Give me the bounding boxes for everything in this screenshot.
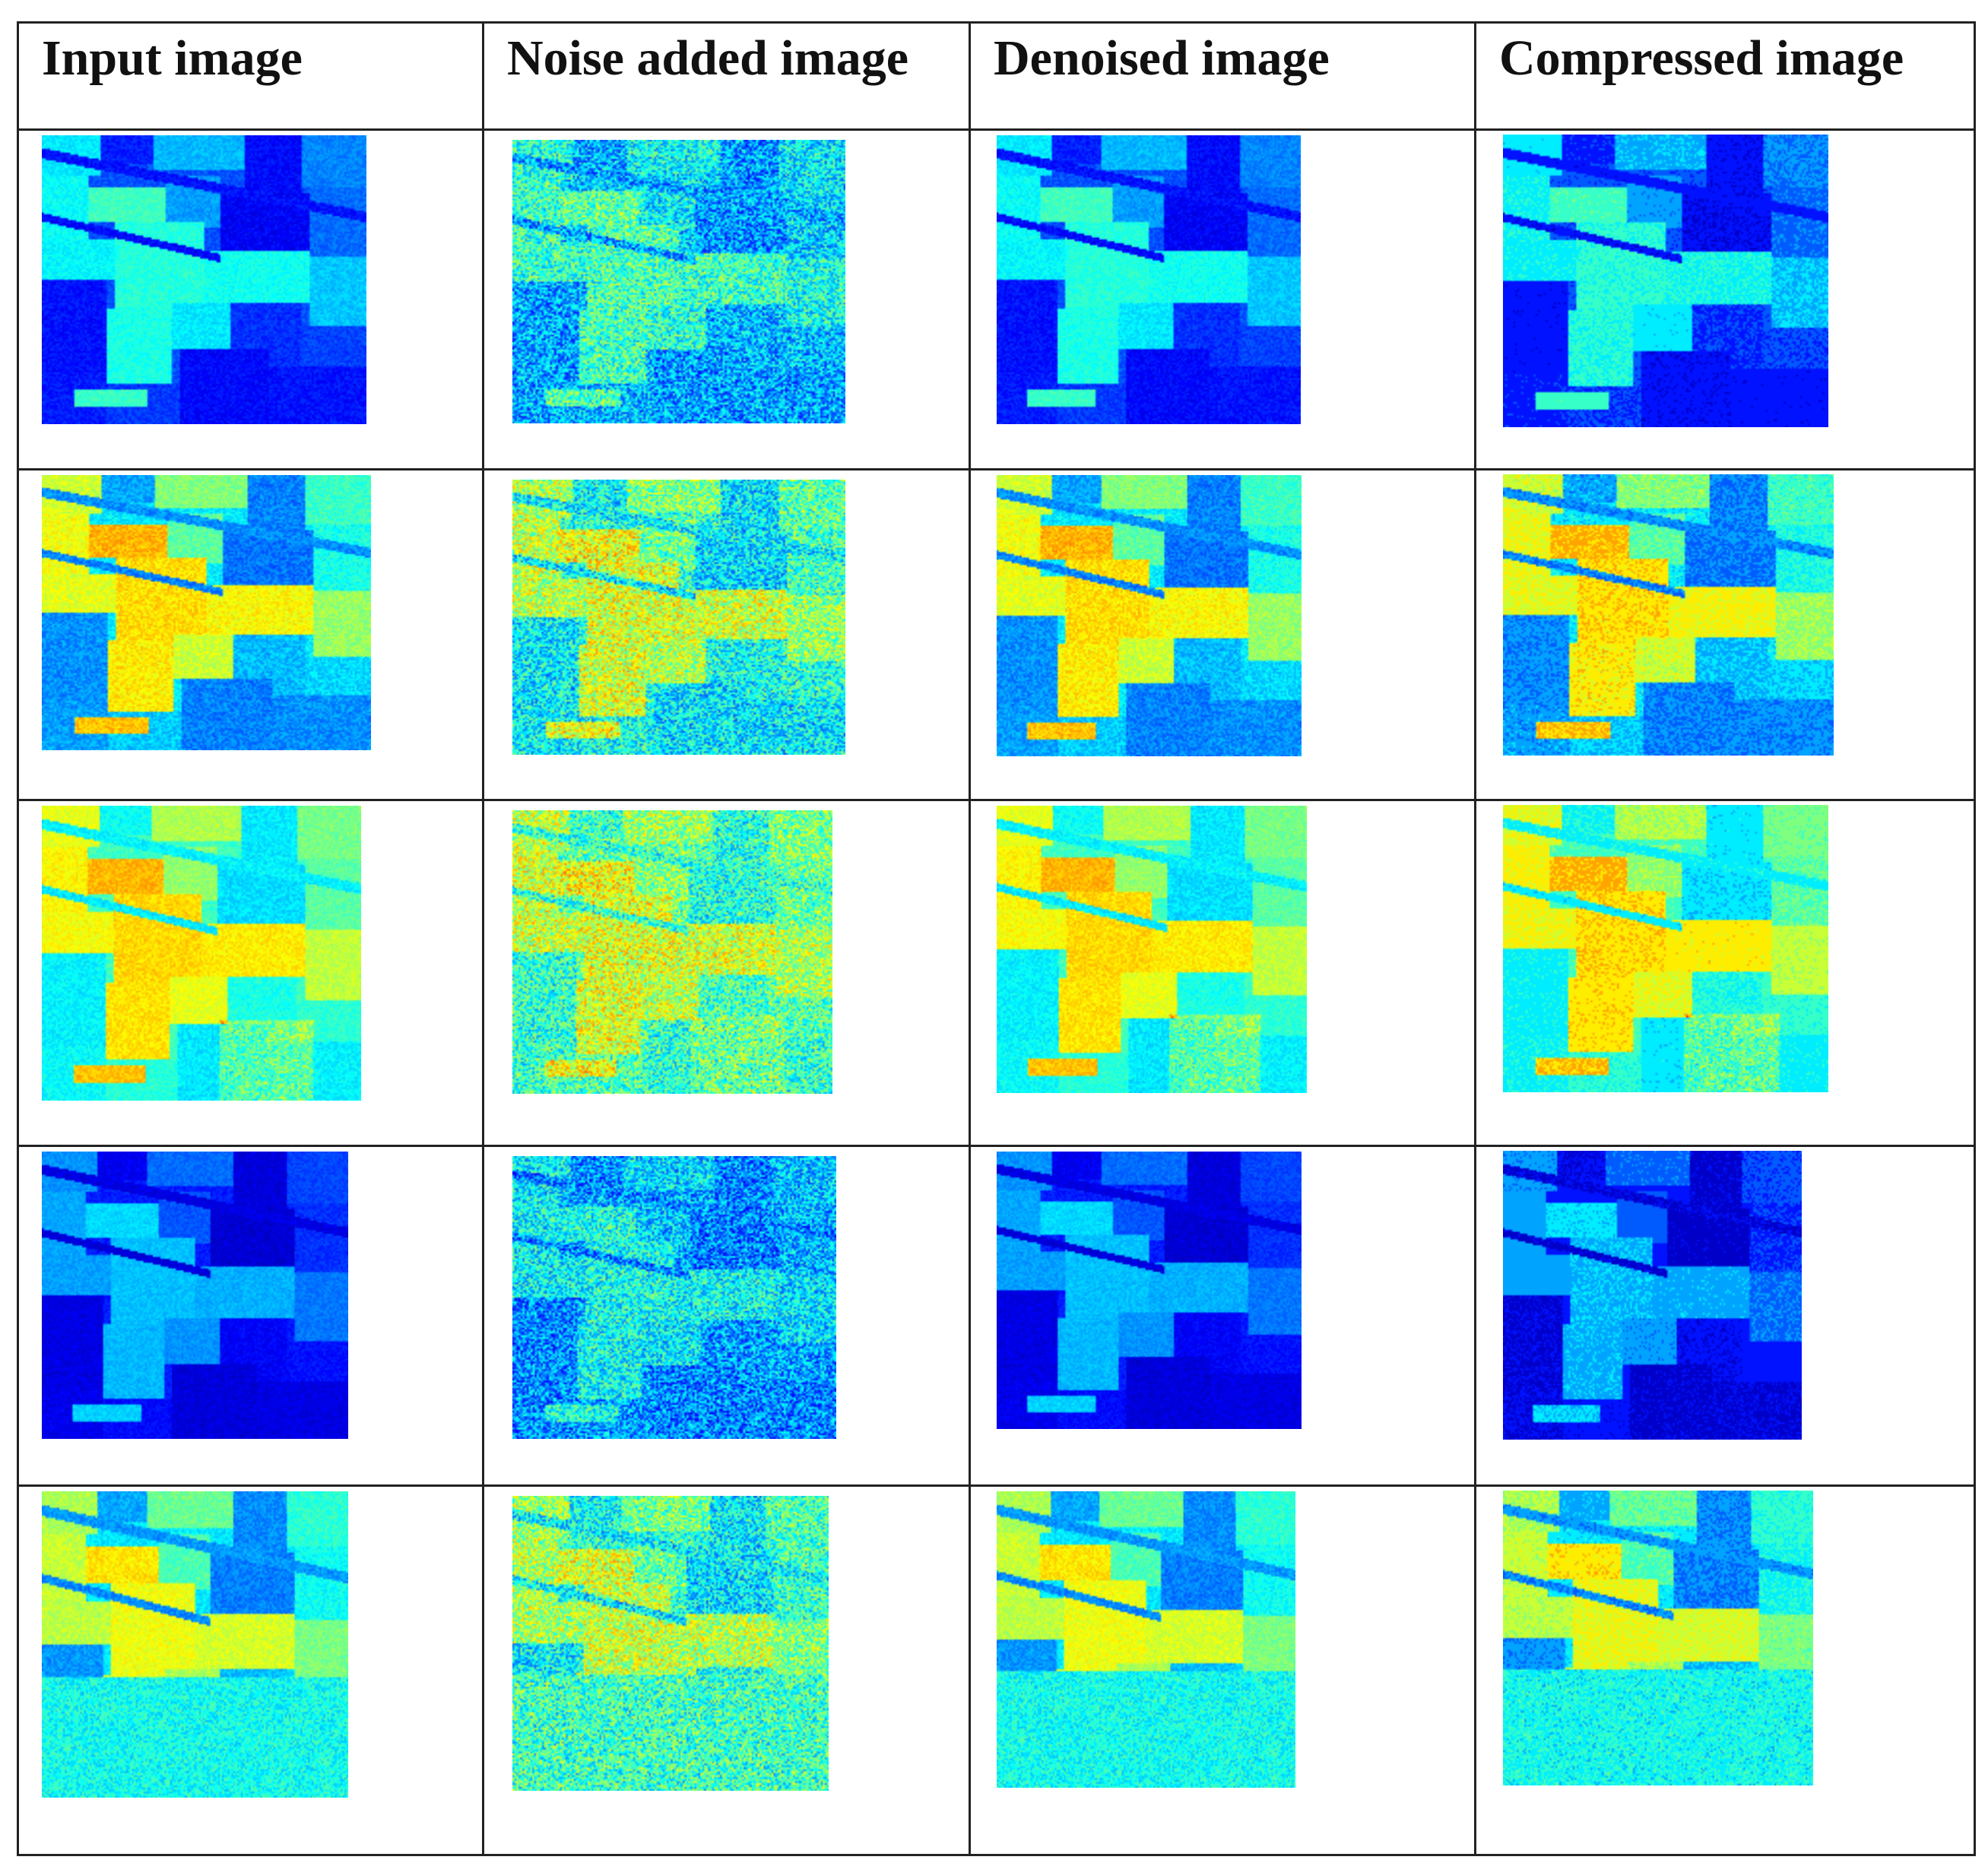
input-image-band-4 — [42, 1152, 348, 1439]
noisy-image-band-1 — [512, 140, 845, 423]
input-image-band-3 — [42, 806, 361, 1101]
noisy-image-band-4 — [512, 1156, 836, 1439]
table-row — [17, 128, 1976, 471]
table-cell — [482, 468, 971, 801]
noisy-image-band-3 — [512, 810, 832, 1094]
results-table: Input image Noise added image Denoised i… — [17, 21, 1976, 1856]
table-cell — [17, 1145, 484, 1487]
table-cell — [17, 468, 484, 801]
denoised-image-band-3 — [997, 806, 1307, 1093]
table-cell — [482, 128, 971, 471]
header-row: Input image Noise added image Denoised i… — [17, 21, 1976, 131]
table-row — [17, 1484, 1976, 1856]
compressed-image-band-1 — [1503, 135, 1828, 427]
header-noise-added-image: Noise added image — [482, 21, 971, 131]
table-cell — [482, 1484, 971, 1856]
table-cell — [17, 1484, 484, 1856]
table-cell — [969, 1484, 1476, 1856]
table-cell — [1474, 799, 1976, 1147]
compressed-image-band-5 — [1503, 1491, 1813, 1785]
compressed-image-band-4 — [1503, 1151, 1802, 1440]
header-denoised-image: Denoised image — [969, 21, 1476, 131]
compressed-image-band-2 — [1503, 474, 1834, 756]
denoised-image-band-4 — [997, 1152, 1302, 1429]
denoised-image-band-5 — [997, 1491, 1295, 1788]
table-cell — [482, 1145, 971, 1487]
denoised-image-band-1 — [997, 135, 1301, 424]
table-cell — [969, 1145, 1476, 1487]
table-cell — [482, 799, 971, 1147]
table-cell — [969, 128, 1476, 471]
table-cell — [969, 799, 1476, 1147]
table-cell — [1474, 128, 1976, 471]
input-image-band-5 — [42, 1491, 348, 1798]
table-row — [17, 468, 1976, 801]
header-input-image: Input image — [17, 21, 484, 131]
table-cell — [969, 468, 1476, 801]
input-image-band-2 — [42, 475, 371, 750]
denoised-image-band-2 — [997, 475, 1302, 756]
table-cell — [1474, 1484, 1976, 1856]
table-row — [17, 799, 1976, 1147]
table-cell — [17, 799, 484, 1147]
input-image-band-1 — [42, 135, 366, 424]
compressed-image-band-3 — [1503, 805, 1828, 1092]
noisy-image-band-5 — [512, 1496, 829, 1791]
header-compressed-image: Compressed image — [1474, 21, 1976, 131]
noisy-image-band-2 — [512, 480, 845, 755]
table-cell — [1474, 468, 1976, 801]
table-row — [17, 1145, 1976, 1487]
table-cell — [17, 128, 484, 471]
table-cell — [1474, 1145, 1976, 1487]
